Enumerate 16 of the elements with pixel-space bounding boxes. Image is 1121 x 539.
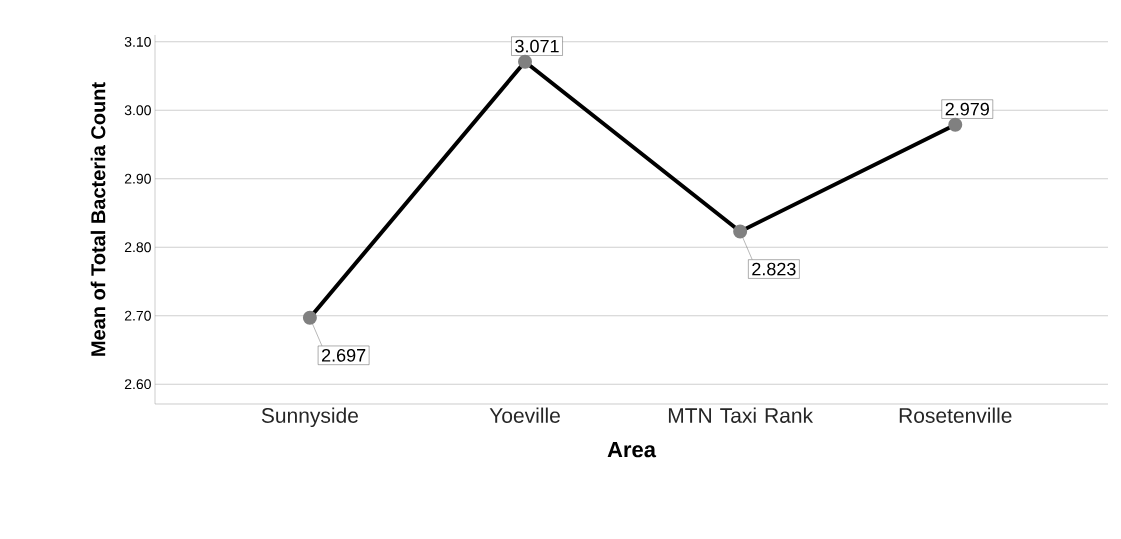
y-tick-label: 3.00 [124,105,151,116]
y-tick-label: 2.80 [124,242,151,253]
data-label: 2.979 [945,102,989,116]
data-label: 2.697 [322,348,366,362]
x-tick-label: Yoeville [489,407,560,423]
y-tick-label: 2.90 [124,173,151,184]
x-tick-label: MTN Taxi Rank [668,407,814,423]
y-tick-label: 2.60 [124,379,151,390]
y-tick-label: 3.10 [124,36,151,47]
x-axis-title: Area [607,441,657,458]
y-tick-label: 2.70 [124,310,151,321]
data-label: 3.071 [515,39,559,53]
x-tick-label: Rosetenville [899,407,1012,423]
x-tick-label: Sunnyside [261,407,358,428]
data-label: 2.823 [752,262,796,276]
y-axis-title: Mean of Total Bacteria Count [90,82,106,356]
